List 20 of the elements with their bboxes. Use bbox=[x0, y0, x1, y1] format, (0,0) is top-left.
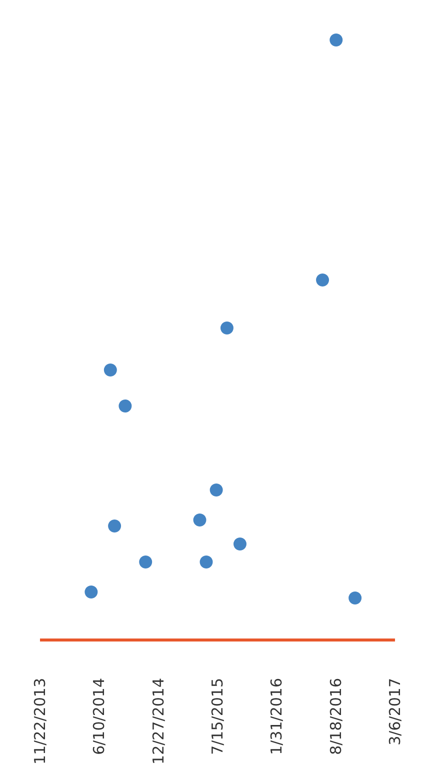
point bbox=[193, 514, 206, 526]
point bbox=[220, 322, 234, 334]
x-tick-label: 8/18/2016 bbox=[326, 678, 345, 755]
point bbox=[139, 556, 152, 568]
point bbox=[84, 586, 98, 598]
point bbox=[233, 538, 246, 550]
point bbox=[330, 34, 343, 46]
x-tick-label: 11/22/2013 bbox=[31, 678, 49, 764]
x-tick-label: 3/6/2017 bbox=[386, 678, 404, 746]
x-tick-label: 1/31/2016 bbox=[268, 678, 286, 755]
point bbox=[108, 520, 122, 532]
point bbox=[104, 364, 117, 376]
point bbox=[210, 484, 223, 496]
point bbox=[118, 400, 132, 412]
x-tick-label: 6/10/2014 bbox=[90, 678, 108, 755]
point bbox=[348, 592, 362, 604]
point bbox=[316, 274, 330, 286]
point bbox=[200, 556, 213, 568]
x-tick-label: 7/15/2015 bbox=[208, 678, 226, 755]
x-tick-label: 12/27/2014 bbox=[149, 678, 168, 764]
